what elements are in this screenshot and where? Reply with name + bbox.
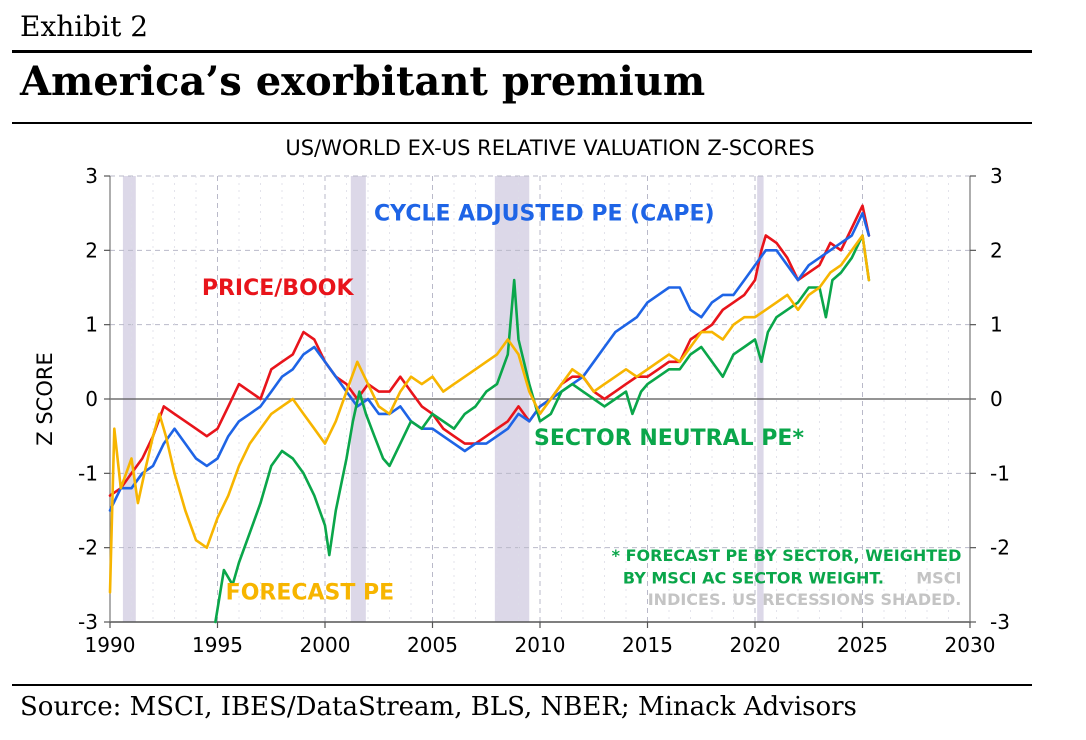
chart-note-2: MSCI xyxy=(916,568,961,587)
y-tick-label-left-6: 3 xyxy=(85,164,98,188)
x-tick-label-3: 2005 xyxy=(407,633,458,657)
y-tick-label-left-3: 0 xyxy=(85,387,98,411)
x-tick-label-5: 2015 xyxy=(622,633,673,657)
y-tick-label-right-5: 2 xyxy=(990,238,1003,262)
chart-title: US/WORLD EX-US RELATIVE VALUATION Z-SCOR… xyxy=(285,136,814,160)
y-tick-label-left-0: -3 xyxy=(78,610,98,634)
x-tick-label-0: 1990 xyxy=(85,633,136,657)
source-rule xyxy=(12,684,1032,686)
top-rule xyxy=(12,50,1032,53)
y-tick-label-left-4: 1 xyxy=(85,313,98,337)
y-tick-label-left-1: -2 xyxy=(78,536,98,560)
exhibit-label: Exhibit 2 xyxy=(20,10,149,43)
y-tick-label-left-2: -1 xyxy=(78,461,98,485)
x-tick-label-6: 2020 xyxy=(730,633,781,657)
y-tick-label-right-1: -2 xyxy=(990,536,1010,560)
y-tick-label-right-4: 1 xyxy=(990,313,1003,337)
y-axis-label: Z SCORE xyxy=(33,352,57,445)
x-tick-label-2: 2000 xyxy=(300,633,351,657)
chart-note-1: BY MSCI AC SECTOR WEIGHT. xyxy=(623,568,884,587)
series-line-cycle-adjusted-pe-cape xyxy=(108,211,871,512)
y-tick-label-left-5: 2 xyxy=(85,238,98,262)
series-line-forecast-pe xyxy=(108,234,871,594)
y-tick-label-right-2: -1 xyxy=(990,461,1010,485)
x-tick-label-7: 2025 xyxy=(837,633,888,657)
title-rule xyxy=(12,122,1032,124)
y-tick-label-right-3: 0 xyxy=(990,387,1003,411)
series-label-1: PRICE/BOOK xyxy=(202,276,355,301)
series-label-3: FORECAST PE xyxy=(226,581,395,606)
series-label-2: SECTOR NEUTRAL PE* xyxy=(534,426,804,451)
y-tick-label-right-0: -3 xyxy=(990,610,1010,634)
x-tick-label-4: 2010 xyxy=(515,633,566,657)
page-title: America’s exorbitant premium xyxy=(20,58,706,105)
series-label-0: CYCLE ADJUSTED PE (CAPE) xyxy=(374,202,715,227)
x-tick-label-1: 1995 xyxy=(192,633,243,657)
series-line-price-book xyxy=(108,204,871,497)
chart-note-3: INDICES. US RECESSIONS SHADED. xyxy=(648,590,962,609)
source-note: Source: MSCI, IBES/DataStream, BLS, NBER… xyxy=(20,692,857,722)
x-tick-label-8: 2030 xyxy=(945,633,996,657)
y-tick-label-right-6: 3 xyxy=(990,164,1003,188)
chart-note-0: * FORECAST PE BY SECTOR, WEIGHTED xyxy=(612,546,962,565)
